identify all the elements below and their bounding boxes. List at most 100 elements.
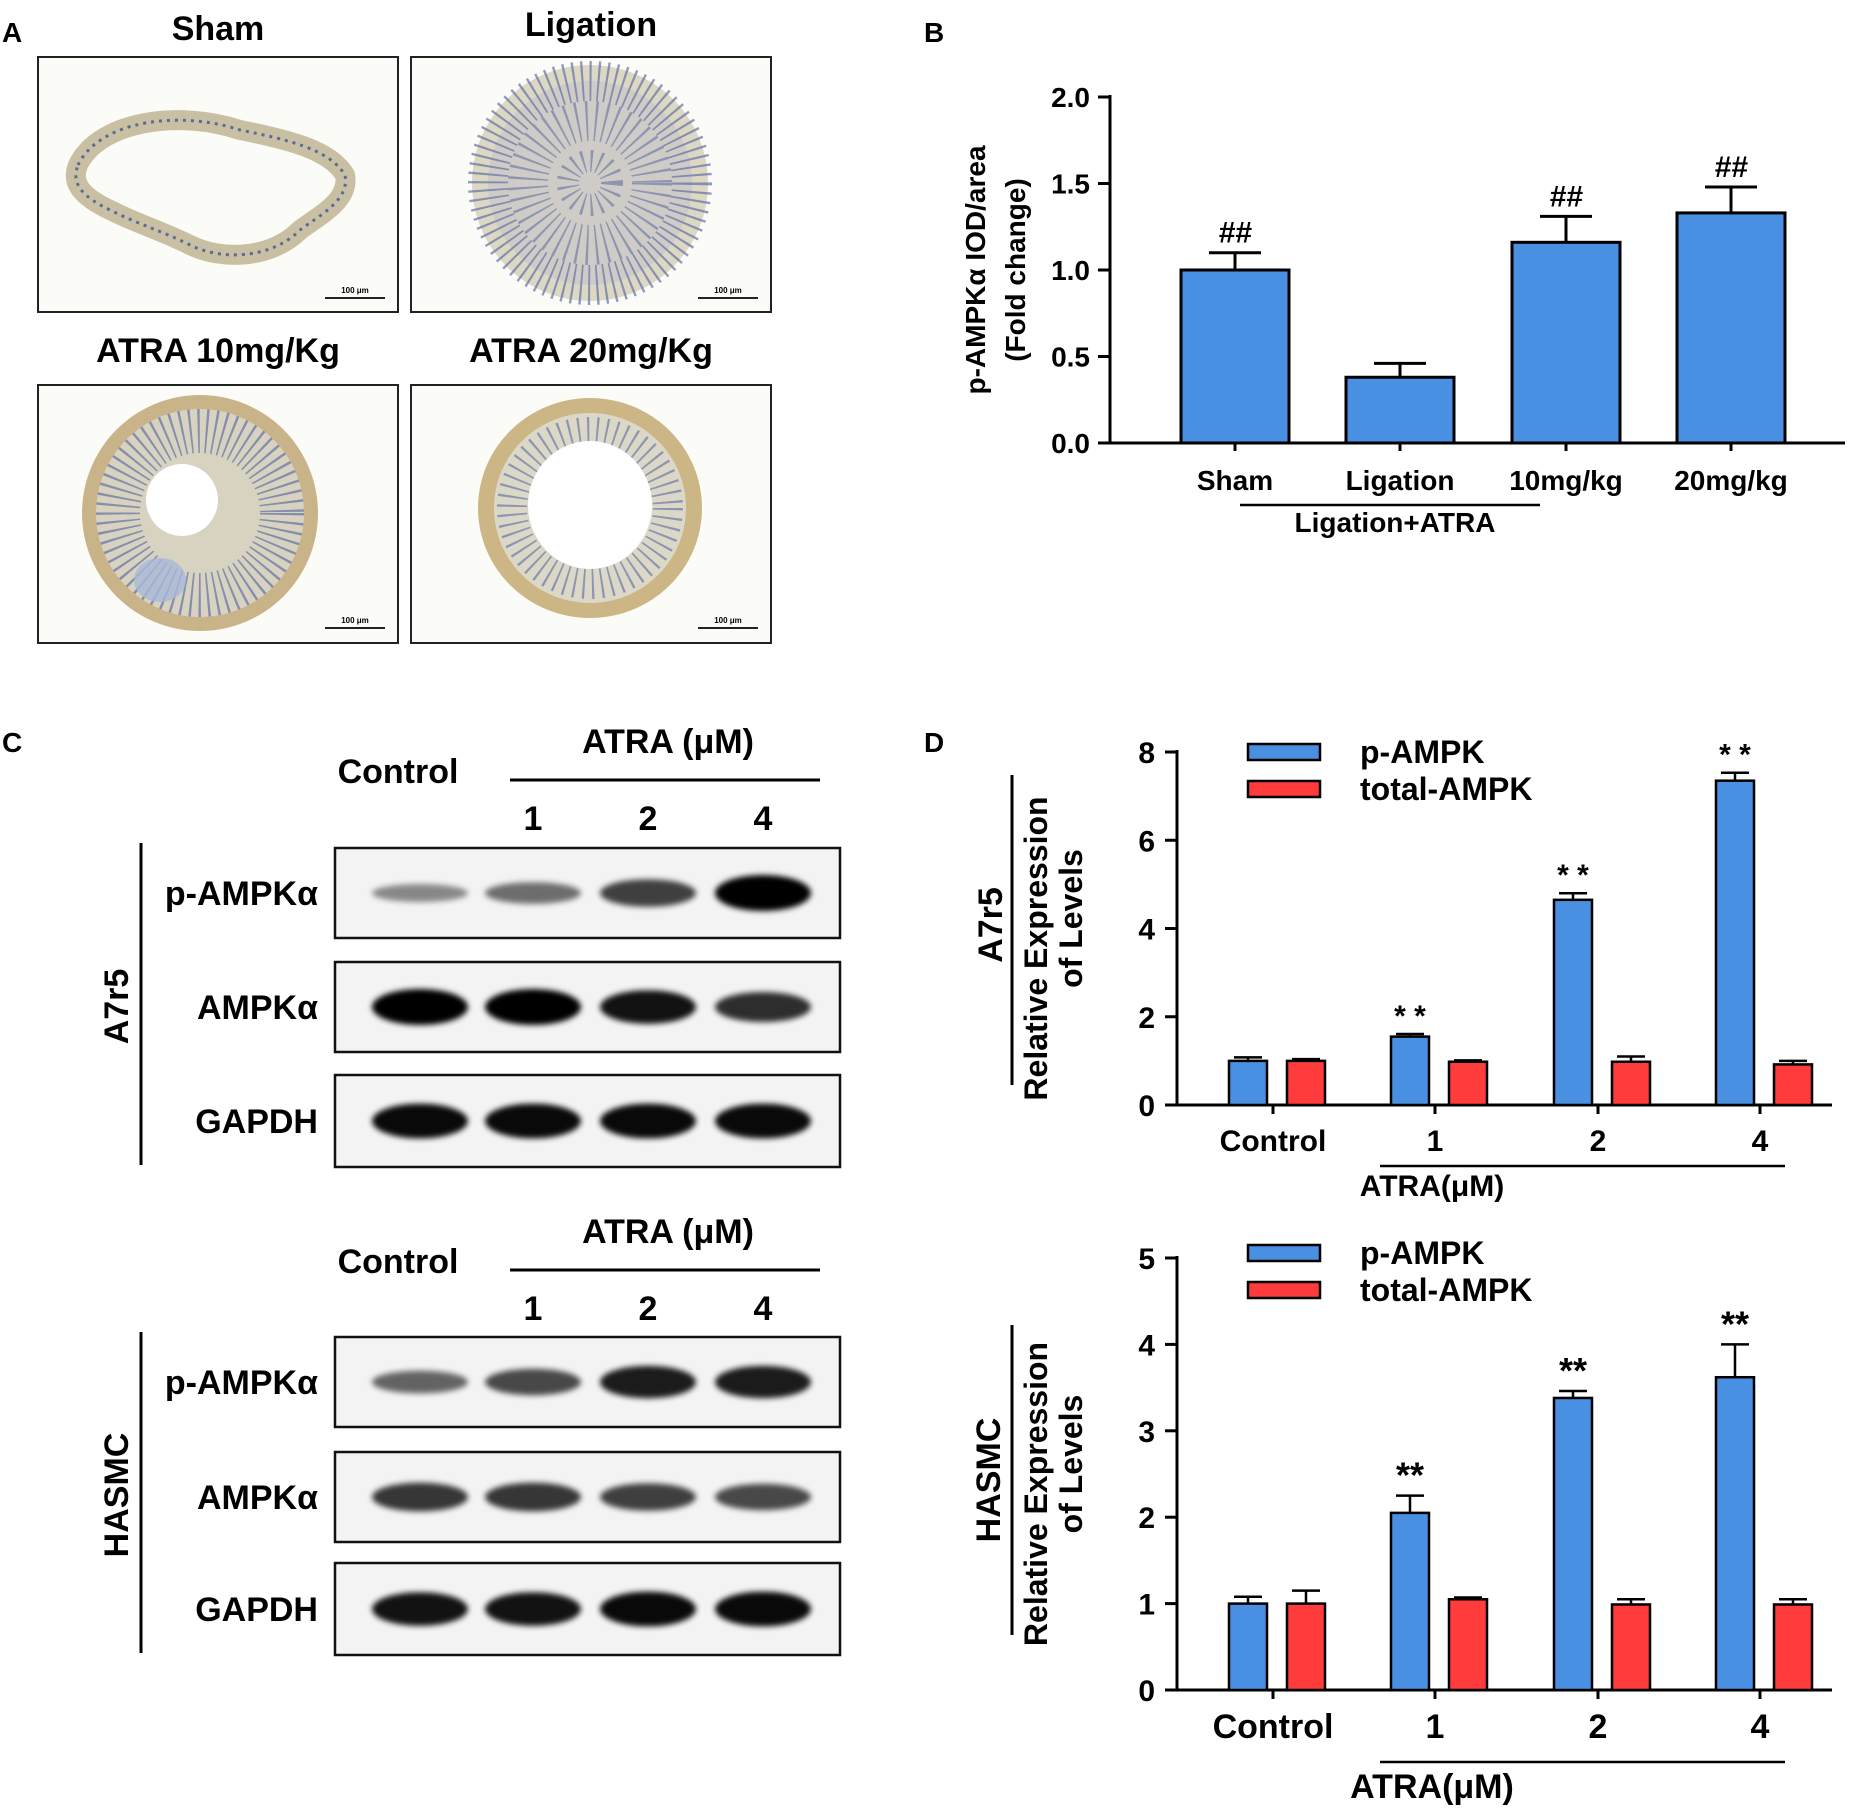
panel-letter-c: C xyxy=(2,727,22,758)
blot-band xyxy=(372,1103,468,1139)
chart-side-label: HASMC xyxy=(970,1418,1008,1543)
chart-ytick-label: 1 xyxy=(1138,1589,1155,1622)
micrograph-atra10: 100 μm xyxy=(37,384,399,644)
chart-b-bar xyxy=(1675,211,1787,445)
blot-band xyxy=(600,1591,696,1627)
chart-category-label: 1 xyxy=(1426,1708,1445,1746)
blot-dose-label: 2 xyxy=(639,800,658,838)
chart-ytick-label: 0 xyxy=(1138,1675,1155,1708)
chart-b-bar xyxy=(1179,268,1291,445)
chart-ylabel: Relative Expression xyxy=(1018,1342,1054,1646)
chart-b-annotation: ## xyxy=(1218,217,1252,250)
blot-band xyxy=(600,879,696,907)
chart-category-label: Control xyxy=(1220,1125,1327,1158)
blot-band xyxy=(485,1103,581,1139)
chart-bar-total-AMPK xyxy=(1285,1059,1327,1107)
chart-b-category-label: Ligation xyxy=(1346,465,1455,496)
micrograph-title-ligation: Ligation xyxy=(525,6,657,44)
chart-bar-total-AMPK xyxy=(1610,1060,1652,1107)
chart-bar-total-AMPK xyxy=(1447,1060,1489,1107)
blot-band xyxy=(715,875,811,911)
chart-bar-p-AMPK xyxy=(1714,1375,1756,1692)
chart-ytick-label: 2 xyxy=(1138,1002,1155,1035)
blot-band xyxy=(715,992,811,1022)
chart-ytick-label: 5 xyxy=(1138,1243,1155,1276)
panel-letter-d: D xyxy=(924,727,944,758)
micrograph-atra20: 100 μm xyxy=(410,384,772,644)
blot-cell-line-label: HASMC xyxy=(98,1433,136,1558)
blot-band xyxy=(372,989,468,1025)
blot-band xyxy=(485,1592,581,1626)
chart-legend-label: p-AMPK xyxy=(1360,734,1484,770)
scale-bar-atra20: 100 μm xyxy=(714,616,742,625)
panel-a: Sham Ligation ATRA 10mg/Kg ATRA 20mg/Kg … xyxy=(37,6,772,644)
chart-b-ytick-label: 2.0 xyxy=(1051,82,1090,113)
micrograph-ligation: 100 μm xyxy=(410,56,772,313)
chart-legend-swatch xyxy=(1246,1280,1322,1300)
chart-side-label: A7r5 xyxy=(972,887,1010,963)
blot-treatment-label: ATRA (μM) xyxy=(582,1213,754,1251)
chart-b-annotation: ## xyxy=(1549,180,1583,213)
chart-b-ylabel2: (Fold change) xyxy=(1000,178,1031,362)
chart-ytick-label: 2 xyxy=(1138,1502,1155,1535)
blot-band xyxy=(485,1368,581,1396)
blot-cell-line-label: A7r5 xyxy=(98,969,136,1045)
chart-bar-p-AMPK xyxy=(1227,1602,1269,1692)
scale-bar-ligation: 100 μm xyxy=(714,286,742,295)
chart-significance: ** xyxy=(1396,1455,1424,1496)
chart-category-label: 2 xyxy=(1589,1708,1608,1746)
blot-control-label: Control xyxy=(338,1243,459,1281)
blot-band xyxy=(600,1483,696,1511)
chart-b-annotation: ## xyxy=(1714,151,1748,184)
blot-row-label: GAPDH xyxy=(195,1103,318,1141)
blot-band xyxy=(715,1103,811,1139)
chart-bar-p-AMPK xyxy=(1552,1396,1594,1692)
chart-ytick-label: 6 xyxy=(1138,825,1155,858)
micrograph-sham: 100 μm xyxy=(37,56,399,313)
scale-bar-atra10: 100 μm xyxy=(341,616,369,625)
chart-ylabel: Relative Expression xyxy=(1018,796,1054,1100)
chart-ytick-label: 3 xyxy=(1138,1416,1155,1449)
chart-category-label: 1 xyxy=(1427,1125,1444,1158)
chart-b-ylabel: p-AMPKα IOD/area xyxy=(960,145,991,394)
panel-letter-b: B xyxy=(924,17,944,48)
chart-bar-p-AMPK xyxy=(1714,779,1756,1107)
chart-b-ytick-label: 1.5 xyxy=(1051,169,1090,200)
micrograph-title-sham: Sham xyxy=(172,10,265,48)
chart-legend-label: total-AMPK xyxy=(1360,1272,1532,1308)
chart-b-group-label: Ligation+ATRA xyxy=(1295,507,1496,538)
chart-category-label: Control xyxy=(1213,1708,1334,1746)
chart-ytick-label: 4 xyxy=(1138,1329,1155,1362)
blot-row-label: GAPDH xyxy=(195,1591,318,1629)
chart-b-ytick-label: 0.0 xyxy=(1051,428,1090,459)
chart-b-category-label: 20mg/kg xyxy=(1674,465,1788,496)
scale-bar-sham: 100 μm xyxy=(341,286,369,295)
chart-bar-p-AMPK xyxy=(1389,1511,1431,1692)
chart-b-bar xyxy=(1344,375,1456,445)
chart-bar-total-AMPK xyxy=(1772,1063,1814,1107)
chart-b: 0.0 0.5 1.0 1.5 2.0 ## Sham Ligation ## 10mg/kg ##… xyxy=(960,82,1845,496)
blot-dose-label: 4 xyxy=(754,1290,773,1328)
blot-treatment-label: ATRA (μM) xyxy=(582,723,754,761)
chart-b-ytick-label: 1.0 xyxy=(1051,255,1090,286)
micrograph-title-atra20: ATRA 20mg/Kg xyxy=(469,332,713,370)
chart-category-label: 4 xyxy=(1752,1125,1769,1158)
chart-bar-total-AMPK xyxy=(1447,1598,1489,1692)
chart-ylabel2: of Levels xyxy=(1053,849,1089,988)
blot-band xyxy=(715,1365,811,1399)
chart-legend-swatch xyxy=(1246,742,1322,762)
blot-dose-label: 4 xyxy=(754,800,773,838)
chart-category-label: 2 xyxy=(1590,1125,1607,1158)
blot-band xyxy=(372,884,468,902)
blot-band xyxy=(372,1482,468,1512)
chart-d2-group-label: ATRA(μM) xyxy=(1350,1768,1514,1806)
chart-d1-group-label: ATRA(μM) xyxy=(1360,1170,1504,1203)
blot-control-label: Control xyxy=(338,753,459,791)
chart-category-label: 4 xyxy=(1751,1708,1770,1746)
chart-b-category-label: Sham xyxy=(1197,465,1273,496)
panel-c: Control ATRA (μM) 1 2 4 A7r5 p-AMPKα AMPKα GAPDH… xyxy=(98,723,842,1657)
blot-band xyxy=(485,989,581,1025)
chart-ytick-label: 8 xyxy=(1138,737,1155,770)
chart-b-ytick-label: 0.5 xyxy=(1051,342,1090,373)
blot-row-label: AMPKα xyxy=(197,1479,318,1517)
